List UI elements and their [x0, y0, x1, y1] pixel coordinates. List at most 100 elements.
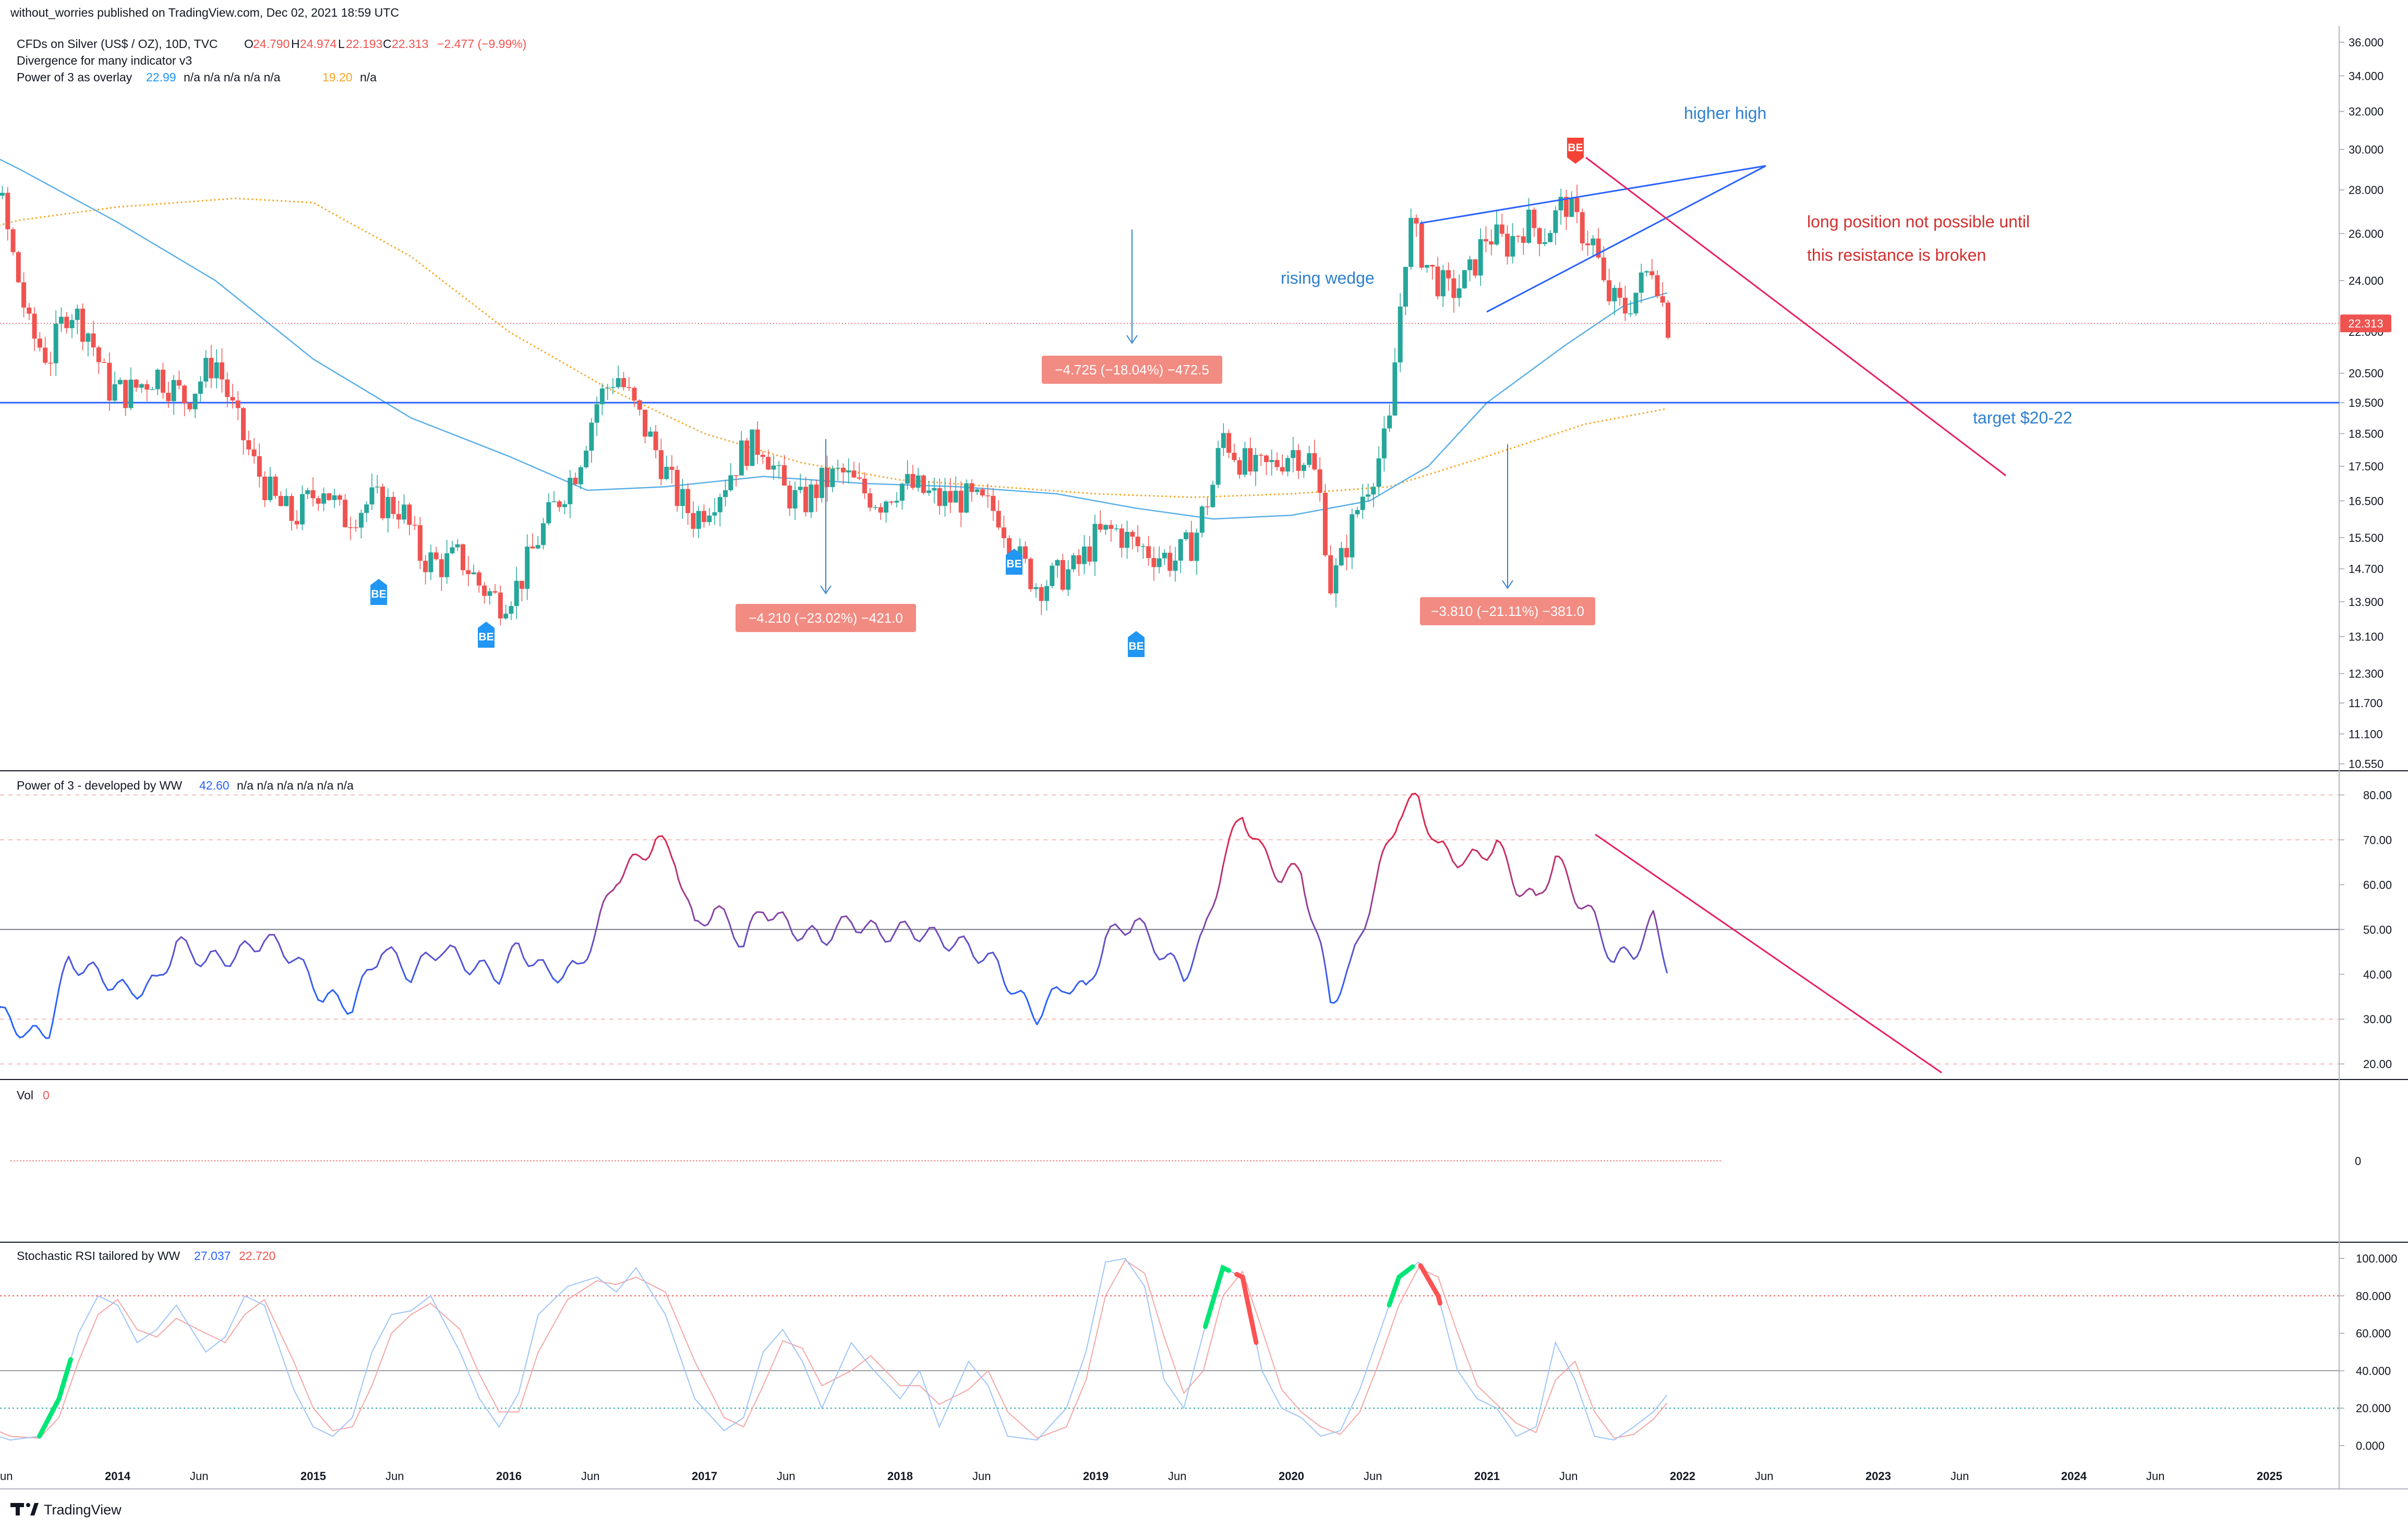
candle-up: [1366, 494, 1371, 497]
power3-segment: [1323, 958, 1327, 970]
candle-down: [1151, 558, 1157, 567]
stoch-rsi-pane[interactable]: Stochastic RSI tailored by WW 27.037 22.…: [0, 1249, 2398, 1452]
candle-down: [166, 393, 171, 402]
candle-up: [610, 387, 616, 388]
power3-segment: [1568, 878, 1573, 893]
measure-label-2[interactable]: −4.210 (−23.02%) −421.0: [736, 604, 916, 632]
time-tick-month: Jun: [0, 1470, 13, 1483]
power3-segment: [1061, 990, 1067, 994]
power3-segment: [420, 951, 427, 957]
candle-down: [145, 384, 150, 390]
annotation-long-position[interactable]: long position not possible until: [1807, 212, 2030, 231]
candle-down: [278, 495, 283, 506]
annotation-rising-wedge[interactable]: rising wedge: [1281, 269, 1375, 287]
measure-label-1[interactable]: −4.725 (−18.04%) −472.5: [1042, 356, 1222, 384]
price-axis: 36.000 34.000 32.000 30.000 28.000 26.000 24.0…: [2339, 36, 2383, 771]
candle-up: [1291, 450, 1296, 458]
candle-down: [310, 490, 316, 499]
candle-up: [616, 378, 621, 387]
candle-up: [1307, 453, 1312, 465]
power3-segment: [1617, 948, 1622, 955]
price-pane[interactable]: −4.725 (−18.04%) −472.5 −4.210 (−23.02%)…: [0, 36, 2391, 771]
candle-down: [16, 252, 21, 283]
power3-pane[interactable]: Power of 3 - developed by WW 42.60 n/a n…: [0, 779, 2392, 1074]
candle-down: [348, 527, 353, 528]
power3-segment: [469, 968, 476, 976]
power3-segment: [1597, 923, 1602, 938]
candle-up: [1542, 242, 1547, 244]
power3-segment: [1336, 992, 1341, 1002]
candle-down: [1119, 528, 1124, 548]
power3-tick-label: 80.00: [2363, 789, 2392, 802]
power3-trendline[interactable]: [1595, 833, 1942, 1074]
measure-label-3[interactable]: −3.810 (−21.11%) −381.0: [1420, 597, 1595, 625]
power3-segment: [1163, 954, 1169, 959]
annotation-target[interactable]: target $20-22: [1973, 408, 2072, 427]
power3-segment: [652, 839, 657, 851]
resistance-trendline[interactable]: [1585, 156, 2006, 477]
candle-down: [519, 580, 524, 589]
power3-segment: [430, 955, 437, 962]
candle-up: [1387, 415, 1392, 429]
power3-segment: [352, 992, 358, 1013]
candle-down: [921, 475, 926, 493]
candle-down: [653, 431, 658, 451]
candle-up: [1162, 552, 1167, 559]
tv-logo-icon: [10, 1503, 24, 1515]
price-tick-label: 10.550: [2349, 758, 2383, 771]
candle-down: [327, 493, 332, 500]
candle-down: [985, 495, 991, 496]
power3-segment: [1639, 938, 1644, 951]
power3-segment: [933, 927, 940, 938]
candle-down: [1419, 223, 1424, 268]
volume-pane[interactable]: Vol 0 0: [10, 1088, 2361, 1168]
symbol-legend: CFDs on Silver (US$ / OZ), 10D, TVC O 24…: [17, 37, 526, 51]
candle-up: [364, 504, 369, 513]
power3-segment: [1051, 986, 1057, 990]
be-marker-buy[interactable]: BE: [1128, 631, 1145, 657]
be-marker-sell[interactable]: BE: [1567, 138, 1584, 164]
power3-segment: [1532, 889, 1537, 896]
candle-down: [889, 501, 894, 503]
candle-up: [884, 501, 889, 513]
volume-value: 0: [43, 1088, 50, 1102]
power3-segment: [603, 894, 608, 903]
power3-segment: [1193, 946, 1198, 961]
power3-segment: [552, 977, 559, 984]
candle-up: [916, 475, 921, 488]
power3-segment: [1173, 955, 1178, 964]
stoch-tick-label: 0.000: [2356, 1439, 2385, 1452]
svg-text:−4.210 (−23.02%) −421.0: −4.210 (−23.02%) −421.0: [749, 610, 903, 626]
power3-segment: [297, 956, 305, 961]
svg-text:BE: BE: [1006, 558, 1021, 570]
power3-segment: [1317, 932, 1322, 944]
price-tick-label: 14.700: [2349, 563, 2383, 576]
candle-up: [514, 580, 519, 607]
be-marker-buy[interactable]: BE: [1006, 549, 1022, 575]
candle-down: [1087, 547, 1092, 562]
candle-up: [953, 490, 958, 503]
candle-up: [53, 323, 58, 363]
candle-down: [1130, 531, 1135, 537]
candle-down: [760, 455, 765, 457]
candle-down: [1446, 270, 1451, 278]
power3-segment: [190, 951, 197, 965]
power3-segment: [1036, 1014, 1043, 1025]
wedge-lower-line[interactable]: [1486, 165, 1766, 313]
candle-down: [80, 308, 86, 342]
be-marker-buy[interactable]: BE: [370, 579, 387, 605]
svg-text:BE: BE: [1128, 640, 1143, 652]
candle-down: [643, 409, 648, 437]
time-tick-year: 2025: [2257, 1470, 2282, 1483]
annotation-higher-high[interactable]: higher high: [1684, 104, 1766, 123]
candle-up: [375, 487, 380, 488]
power3-segment: [733, 937, 740, 948]
stoch-rsi-legend: Stochastic RSI tailored by WW 27.037 22.…: [17, 1249, 275, 1263]
candle-down: [96, 347, 101, 362]
be-marker-buy[interactable]: BE: [478, 622, 495, 648]
tv-logo-text: TradingView: [44, 1502, 122, 1518]
annotation-resistance-broken[interactable]: this resistance is broken: [1807, 246, 1986, 264]
wedge-upper-line[interactable]: [1419, 165, 1766, 224]
candle-down: [557, 501, 562, 507]
